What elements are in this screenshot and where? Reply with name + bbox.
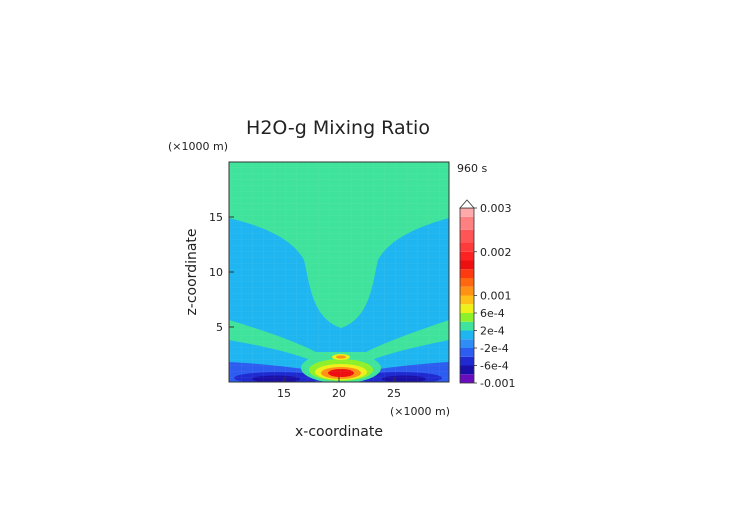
colorbar-tick-label: 0.002	[480, 246, 512, 259]
colorbar-swatch	[460, 251, 474, 261]
y-tick-label: 5	[216, 321, 223, 334]
x-tick-label: 20	[332, 387, 346, 400]
y-unit-label: (×1000 m)	[168, 140, 228, 153]
colorbar-swatch	[460, 216, 474, 230]
colorbar-swatch	[460, 278, 474, 287]
x-unit-label: (×1000 m)	[390, 405, 450, 418]
colorbar-swatch	[460, 269, 474, 278]
contour-field	[229, 162, 449, 382]
colorbar-tick-label: 0.003	[480, 202, 512, 215]
colorbar-swatch	[460, 304, 474, 313]
grid-overlay	[229, 162, 449, 382]
colorbar: 0.003 0.002 0.001 6e-4 2e-4 -2e-4 -6e-4 -0.001	[459, 199, 515, 390]
colorbar-swatch	[460, 208, 474, 217]
time-label: 960 s	[457, 162, 487, 175]
colorbar-swatch	[460, 295, 474, 305]
colorbar-swatch	[460, 374, 474, 383]
colorbar-swatch	[460, 356, 474, 366]
colorbar-tick-label: -6e-4	[480, 360, 509, 373]
colorbar-swatch	[460, 321, 474, 331]
colorbar-swatch	[460, 260, 474, 270]
y-axis-ticks: 5 10 15	[209, 211, 234, 334]
y-tick-label: 15	[209, 211, 223, 224]
colorbar-extend-arrow	[459, 199, 475, 209]
colorbar-tick-label: 6e-4	[480, 307, 505, 320]
x-tick-label: 25	[387, 387, 401, 400]
x-axis-ticks: 15 20 25	[277, 377, 401, 400]
colorbar-swatch	[460, 229, 474, 243]
colorbar-swatch	[460, 243, 474, 252]
colorbar-swatch	[460, 286, 474, 296]
colorbar-swatch	[460, 339, 474, 348]
colorbar-swatch	[460, 330, 474, 340]
colorbar-tick-label: -2e-4	[480, 342, 509, 355]
x-tick-label: 15	[277, 387, 291, 400]
colorbar-swatch	[460, 348, 474, 357]
y-axis-label: z-coordinate	[184, 228, 200, 315]
chart-title: H2O-g Mixing Ratio	[246, 117, 430, 139]
colorbar-tick-label: 2e-4	[480, 325, 505, 338]
colorbar-swatch	[460, 365, 474, 375]
colorbar-tick-label: -0.001	[480, 377, 515, 390]
x-axis-label: x-coordinate	[295, 424, 383, 440]
colorbar-tick-label: 0.001	[480, 290, 512, 303]
colorbar-swatch	[460, 313, 474, 322]
y-tick-label: 10	[209, 266, 223, 279]
